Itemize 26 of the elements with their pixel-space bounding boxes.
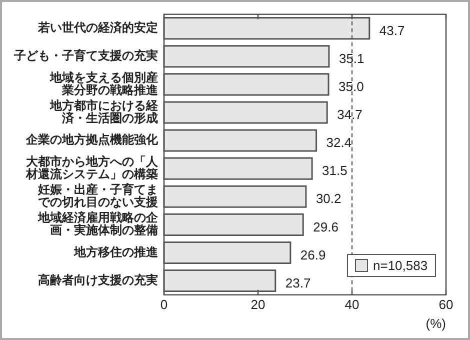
data-label: 30.2 xyxy=(316,191,342,206)
y-tick-label: 子ども・子育て支援の充実 xyxy=(13,48,158,62)
y-tick-label: 若い世代の経済的安定 xyxy=(37,20,158,34)
data-label: 34.7 xyxy=(337,107,362,122)
y-tick-label: 地域経済雇用戦略の企画・実施体制の整備 xyxy=(37,210,159,238)
y-tick-label: 地方都市における経済・生活圏の形成 xyxy=(49,98,159,125)
x-tick-label: 60 xyxy=(438,297,454,312)
y-tick-label: 大都市から地方への「人材還流システム」の構築 xyxy=(25,154,159,181)
x-tick-label: 40 xyxy=(344,297,360,312)
x-tick-label: 20 xyxy=(250,297,266,312)
y-tick-label: 地方移住の推進 xyxy=(73,244,159,259)
data-label: 43.7 xyxy=(379,22,405,38)
legend-label: n=10,583 xyxy=(373,258,428,273)
data-label: 26.9 xyxy=(300,247,326,262)
data-label: 32.4 xyxy=(326,135,352,150)
y-tick-label: 企業の地方拠点機能強化 xyxy=(25,132,159,147)
y-tick-label: 妊娠・出産・子育てまでの切れ目のない支援 xyxy=(37,182,159,210)
y-tick-label: 地域を支える個別産業分野の戦略推進 xyxy=(49,70,159,97)
data-label: 23.7 xyxy=(285,275,311,290)
y-tick-label: 高齢者向け支援の充実 xyxy=(38,272,158,287)
x-tick-label: 0 xyxy=(160,297,168,312)
data-label: 29.6 xyxy=(313,219,338,234)
x-axis-title: (%) xyxy=(426,316,446,331)
data-label: 35.0 xyxy=(338,79,364,94)
data-label: 31.5 xyxy=(322,163,348,178)
data-label: 35.1 xyxy=(338,50,364,66)
